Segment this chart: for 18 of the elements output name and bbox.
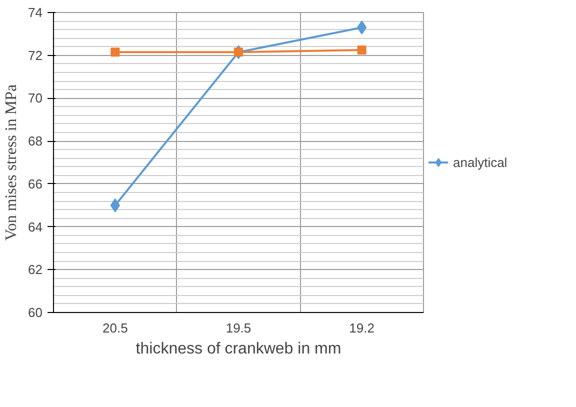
y-tick-label: 60 <box>28 305 43 320</box>
y-tick-label: 74 <box>28 5 43 20</box>
point <box>234 48 243 57</box>
y-axis-title: Von mises stress in MPa <box>3 84 20 241</box>
y-tick-label: 72 <box>28 48 43 63</box>
x-axis-title: thickness of crankweb in mm <box>136 340 342 358</box>
legend-label: analytical <box>453 154 508 170</box>
y-tick-label: 64 <box>28 219 43 234</box>
point <box>357 46 366 54</box>
y-tick-label: 68 <box>28 134 43 149</box>
y-tick-label: 66 <box>28 176 43 192</box>
y-tick-label: 62 <box>28 262 43 278</box>
point <box>357 20 367 34</box>
x-tick-label: 20.5 <box>102 320 128 336</box>
x-tick-label: 19.5 <box>226 320 252 336</box>
y-tick-label: 70 <box>28 90 43 106</box>
x-tick-label: 19.2 <box>349 320 374 336</box>
point <box>110 48 120 57</box>
